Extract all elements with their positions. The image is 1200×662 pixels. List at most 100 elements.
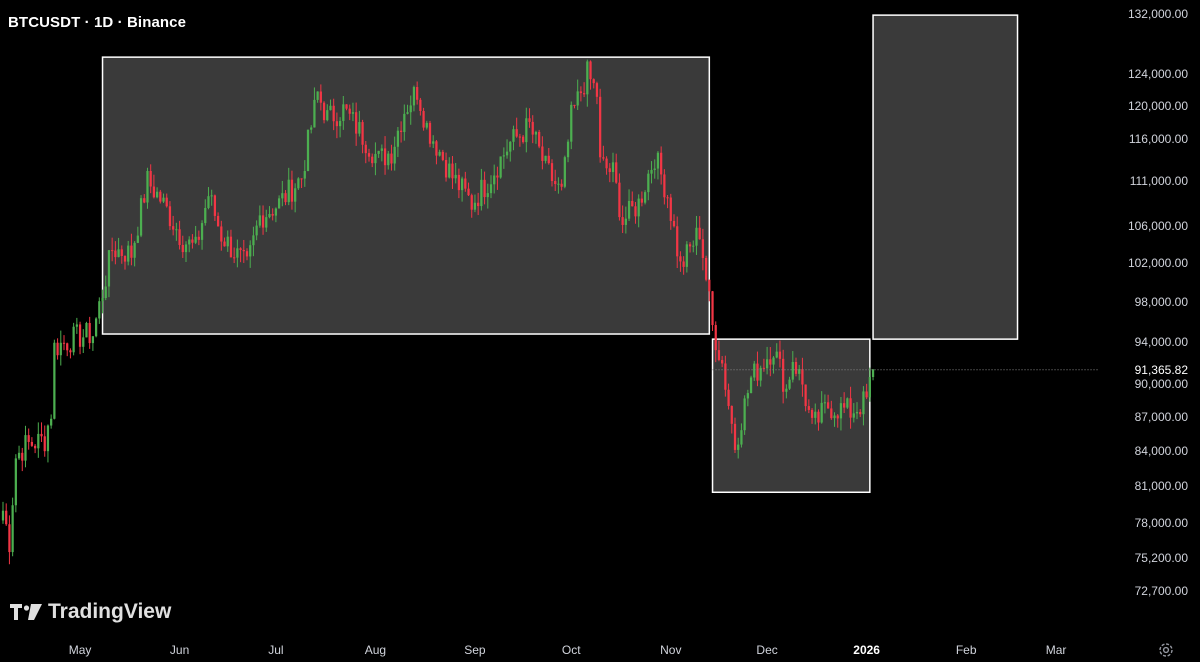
rectangle-drawing-1[interactable] <box>101 56 711 335</box>
candle-body <box>438 151 441 156</box>
chart-settings-gear-icon[interactable] <box>1158 642 1174 658</box>
price-axis-label: 120,000.00 <box>1127 98 1188 113</box>
candle-body <box>538 131 541 147</box>
candle-body <box>310 127 313 130</box>
candle-body <box>252 235 255 246</box>
candle-body <box>464 178 467 189</box>
candle-body <box>159 191 162 202</box>
candle-body <box>432 141 435 144</box>
candle-body <box>833 415 836 419</box>
candle-body <box>599 96 602 158</box>
candle-body <box>798 369 801 374</box>
candle-body <box>332 105 335 122</box>
rectangle-drawings[interactable] <box>101 14 1019 494</box>
rectangle-drawing-2[interactable] <box>711 338 871 494</box>
candle-body <box>525 118 528 143</box>
tradingview-logo-icon <box>10 604 42 620</box>
candle-body <box>226 236 229 247</box>
candle-body <box>216 215 220 227</box>
candle-body <box>403 113 406 132</box>
candle-body <box>419 99 422 112</box>
candle-body <box>820 402 823 423</box>
candle-body <box>377 150 380 154</box>
candle-body <box>78 324 82 347</box>
candle-body <box>88 322 91 344</box>
candle-body <box>53 342 56 419</box>
candle-body <box>172 226 175 230</box>
candle-body <box>749 377 753 394</box>
candle-body <box>509 141 512 152</box>
candle-body <box>547 155 550 164</box>
candle-body <box>191 239 194 243</box>
candle-body <box>721 360 724 364</box>
candle-body <box>181 244 184 253</box>
candle-body <box>335 121 339 127</box>
candle-body <box>618 182 621 218</box>
candle-body <box>711 291 714 326</box>
candle-body <box>740 430 743 445</box>
candle-body <box>454 174 457 179</box>
candle-body <box>576 91 579 106</box>
price-axis-label: 78,000.00 <box>1134 515 1188 530</box>
candle-body <box>682 261 685 267</box>
candle-body <box>701 239 705 258</box>
candlestick-series <box>1 59 875 565</box>
candle-body <box>746 393 749 399</box>
price-axis-label: 106,000.00 <box>1127 218 1188 233</box>
time-axis-label: Sep <box>464 643 486 657</box>
candle-body <box>708 279 711 292</box>
candle-body <box>515 129 518 137</box>
candle-body <box>473 202 477 210</box>
candle-body <box>322 102 326 121</box>
candle-body <box>605 158 608 169</box>
candle-body <box>364 144 367 154</box>
rectangle-drawing-3[interactable] <box>872 14 1019 340</box>
candle-body <box>695 227 698 246</box>
candle-body <box>493 175 496 185</box>
candle-body <box>188 239 191 245</box>
candle-body <box>765 359 769 369</box>
candle-body <box>582 93 586 95</box>
tradingview-logo[interactable]: TradingView <box>10 600 171 624</box>
candle-body <box>775 351 778 358</box>
candle-body <box>91 336 95 344</box>
candle-body <box>380 148 383 151</box>
candle-body <box>666 197 669 199</box>
price-axis-label: 72,700.00 <box>1134 583 1188 598</box>
candle-body <box>361 122 364 145</box>
time-axis-label: Mar <box>1045 643 1067 657</box>
candle-body <box>647 173 650 193</box>
candle-body <box>672 220 676 227</box>
candle-body <box>85 322 88 338</box>
candle-body <box>239 248 242 250</box>
candle-body <box>114 250 117 258</box>
time-axis-label: Feb <box>955 643 977 657</box>
candle-body <box>265 217 268 228</box>
candle-body <box>117 249 120 258</box>
candle-body <box>826 402 830 409</box>
candle-body <box>460 178 464 191</box>
candle-body <box>345 104 348 109</box>
candle-body <box>676 226 679 257</box>
candle-body <box>855 412 859 414</box>
candle-body <box>390 153 393 164</box>
price-axis-label: 75,200.00 <box>1134 551 1188 566</box>
candle-body <box>220 226 223 242</box>
candle-body <box>316 91 319 100</box>
candle-body <box>441 151 444 160</box>
candle-body <box>399 130 403 132</box>
candle-body <box>611 162 615 173</box>
candle-body <box>8 524 11 553</box>
candle-body <box>30 441 34 446</box>
candle-body <box>602 157 605 159</box>
candle-body <box>753 363 756 378</box>
candle-body <box>111 250 114 252</box>
candle-body <box>486 193 489 198</box>
time-axis-label: Jun <box>169 643 190 657</box>
price-axis-label: 87,000.00 <box>1134 410 1188 425</box>
candle-body <box>297 178 300 189</box>
candle-body <box>865 391 868 398</box>
symbol-title[interactable]: BTCUSDT · 1D · Binance <box>8 14 187 31</box>
candle-body <box>688 244 692 247</box>
